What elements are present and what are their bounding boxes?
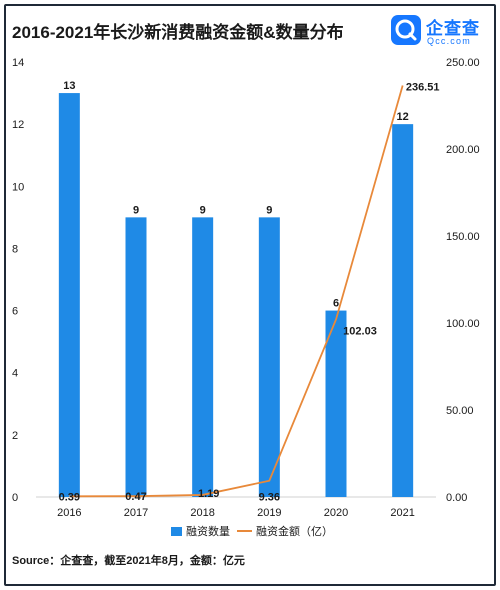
y-right-tick-label: 50.00 [446, 405, 474, 417]
bar [258, 217, 280, 497]
line-value-label: 102.03 [343, 325, 377, 337]
line-value-label: 9.36 [259, 492, 280, 504]
bar-value-label: 9 [266, 204, 272, 216]
y-right-tick-label: 100.00 [446, 318, 480, 330]
bar [392, 124, 414, 498]
qcc-logo-icon [391, 15, 421, 45]
legend-label-bar: 融资数量 [186, 525, 230, 538]
line-value-label: 0.47 [125, 491, 146, 503]
x-tick-label: 2016 [57, 507, 81, 519]
line-value-label: 1.19 [198, 488, 219, 500]
series-line [69, 85, 404, 498]
bar-value-label: 9 [133, 204, 139, 216]
chart-frame [4, 4, 496, 586]
line-value-label: 236.51 [406, 81, 440, 93]
y-left-tick-label: 10 [12, 181, 24, 193]
chart-title: 2016-2021年长沙新消费融资金额&数量分布 [12, 23, 344, 42]
logo-text-cn: 企查查 [426, 19, 480, 39]
y-left-tick-label: 0 [12, 492, 18, 504]
y-left-tick-label: 6 [12, 306, 18, 318]
bar [58, 93, 80, 498]
y-left-tick-label: 8 [12, 243, 18, 255]
y-right-tick-label: 250.00 [446, 57, 480, 69]
bar [325, 310, 347, 497]
x-tick-label: 2018 [190, 507, 214, 519]
x-tick-label: 2019 [257, 507, 281, 519]
y-left-tick-label: 14 [12, 57, 24, 69]
bar [125, 217, 147, 497]
x-tick-label: 2021 [390, 507, 414, 519]
bar-value-label: 13 [63, 80, 75, 92]
y-right-tick-label: 200.00 [446, 144, 480, 156]
y-left-tick-label: 2 [12, 430, 18, 442]
y-left-tick-label: 4 [12, 368, 18, 380]
bar [192, 217, 214, 497]
legend-label-line: 融资金额（亿） [256, 524, 333, 538]
source-note: Source：企查查，截至2021年8月，金额：亿元 [12, 555, 245, 567]
x-tick-label: 2020 [324, 507, 348, 519]
logo-text-en: Qcc.com [427, 36, 471, 46]
y-right-tick-label: 150.00 [446, 231, 480, 243]
bar-value-label: 9 [200, 204, 206, 216]
bar-value-label: 12 [397, 111, 409, 123]
y-right-tick-label: 0.00 [446, 492, 467, 504]
legend-swatch-bar [171, 527, 182, 536]
line-value-label: 0.39 [59, 491, 80, 503]
x-tick-label: 2017 [124, 507, 148, 519]
y-left-tick-label: 12 [12, 119, 24, 131]
bar-value-label: 6 [333, 298, 339, 310]
qcc-logo: 企查查 Qcc.com [390, 12, 490, 52]
